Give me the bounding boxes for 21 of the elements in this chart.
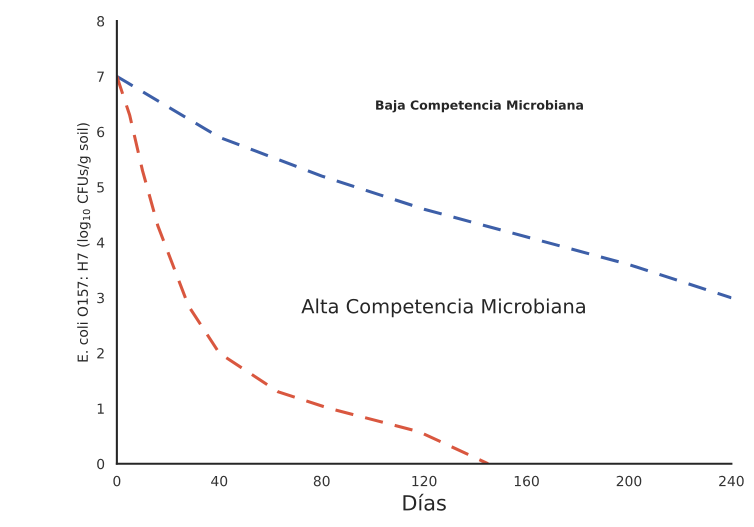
x-tick-label: 120	[412, 476, 436, 486]
y-axis-title: E. coli O157: H7 (log$_{10}$ CFUs/g soil)	[77, 123, 91, 362]
y-tick-label: 1	[98, 404, 104, 414]
y-tick-label: 0	[97, 458, 104, 470]
x-tick-label: 240	[719, 476, 744, 486]
x-tick-label: 200	[616, 476, 642, 486]
x-tick-label: 0	[113, 476, 120, 486]
x-tick-label: 80	[314, 476, 330, 486]
y-tick-label: 4	[96, 238, 104, 248]
x-tick-label: 160	[514, 476, 539, 486]
y-tick-label: 3	[97, 292, 104, 304]
x-tick-label: 40	[211, 476, 228, 486]
annotation: Baja Competencia Microbiana	[376, 100, 583, 112]
y-tick-label: 2	[97, 348, 104, 358]
y-tick-label: 6	[97, 126, 104, 138]
y-tick-label: 5	[97, 182, 104, 193]
annotation: Alta Competencia Microbiana	[301, 298, 585, 318]
y-tick-label: 7	[97, 72, 104, 82]
y-tick-label: 8	[97, 16, 104, 27]
line-series	[116, 74, 732, 300]
x-axis-title: Días	[403, 494, 446, 511]
